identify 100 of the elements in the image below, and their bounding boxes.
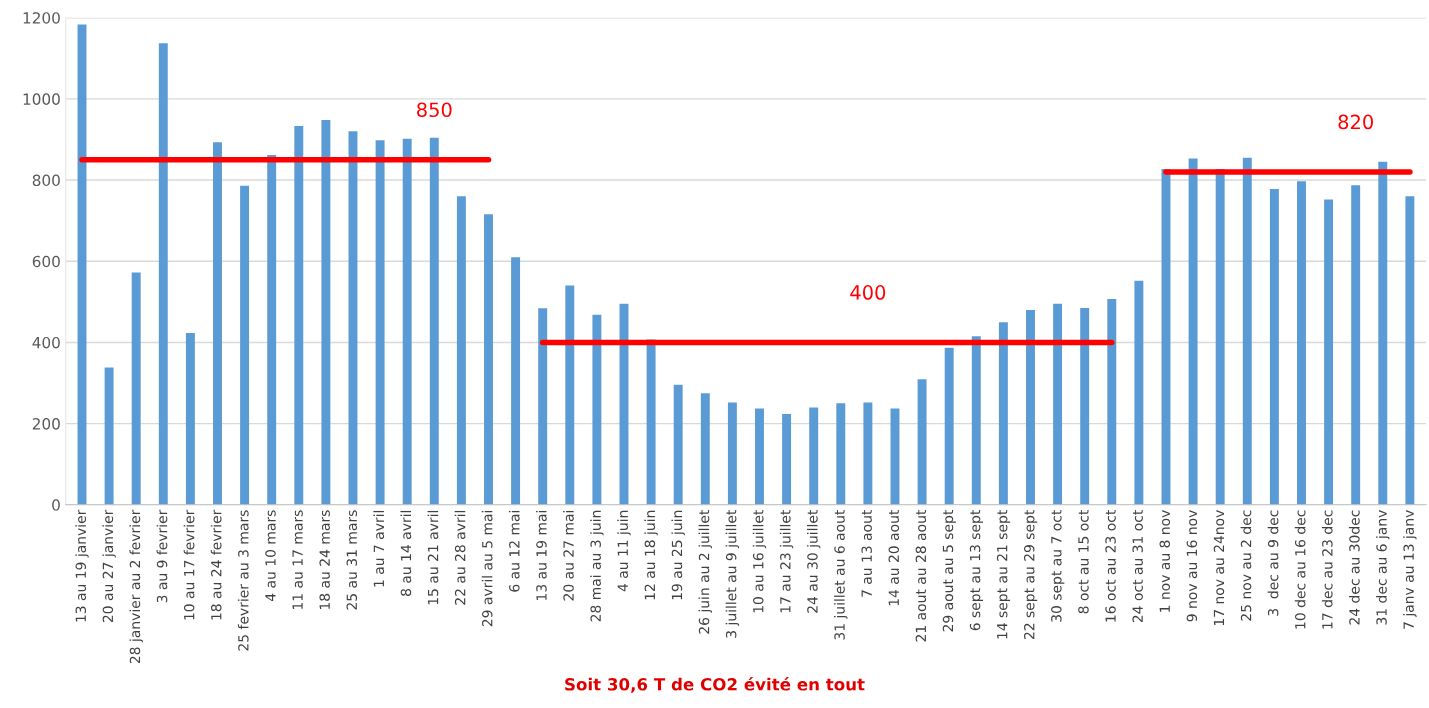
bar (727, 402, 737, 505)
x-tick-label: 25 nov au 2 dec (1240, 510, 1252, 621)
x-tick-label: 25 au 31 mars (346, 510, 358, 610)
y-tick-label: 0 (52, 499, 60, 511)
x-tick-label: 15 au 21 avril (427, 510, 439, 605)
x-tick-label: 22 au 28 avril (454, 510, 466, 605)
x-tick-label: 21 aout au 28 aout (915, 509, 927, 642)
text: Soit 30,6 T de CO2 évité en tout (565, 677, 865, 693)
bar (321, 119, 331, 505)
x-tick-label: 26 juin au 2 juillet (698, 509, 713, 634)
bar (809, 407, 819, 505)
x-tick-label: 14 au 20 aout (888, 510, 900, 606)
bar (375, 140, 385, 505)
x-tick-label: 7 au 13 aout (861, 510, 872, 597)
bar (592, 314, 602, 505)
y-tick-label: 200 (32, 418, 60, 430)
x-tick-label: 28 janvier au 2 fevrier (129, 509, 143, 664)
bar (1134, 280, 1144, 505)
y-tick-label: 1000 (23, 93, 60, 105)
x-tick-label: 22 sept au 29 sept (1024, 510, 1038, 640)
bar (565, 285, 575, 505)
x-tick-label: 17 au 23 juillet (779, 509, 794, 613)
bar (402, 138, 412, 505)
x-tick-label: 10 au 17 fevrier (183, 509, 195, 620)
x-tick-label: 25 fevrier au 3 mars (237, 510, 249, 651)
x-tick-label: 3 juillet au 9 juillet (725, 509, 740, 638)
x-tick-label: 28 mai au 3 juin (590, 510, 604, 622)
bar (456, 196, 466, 505)
x-tick-label: 20 au 27 mai (563, 510, 574, 601)
x-tick-label: 6 sept au 13 sept (969, 510, 984, 631)
bar (998, 322, 1008, 505)
bar (1188, 158, 1198, 505)
annotation: 820 (1338, 114, 1373, 130)
x-tick-label: 18 au 24 fevrier (210, 509, 222, 620)
bar (700, 393, 710, 505)
x-tick-label: 17 nov au 24nov (1213, 510, 1225, 626)
y-tick-label: 1200 (23, 12, 60, 24)
bar (944, 347, 954, 505)
x-tick-label: 6 au 12 mai (508, 510, 520, 592)
y-tick-label: 800 (32, 174, 60, 187)
bar (1026, 309, 1035, 505)
bar (213, 142, 222, 505)
x-tick-label: 3 au 9 fevrier (156, 509, 168, 603)
bar (1269, 189, 1279, 505)
bar (131, 272, 141, 505)
x-tick-label: 13 au 19 janvier (75, 509, 89, 622)
bar (484, 214, 493, 505)
x-tick-label: 24 dec au 30dec (1348, 510, 1360, 625)
y-tick-label: 400 (32, 336, 60, 349)
x-tick-label: 19 au 25 juin (671, 510, 685, 600)
x-tick-label: 29 avril au 5 mai (481, 510, 493, 627)
bar (1107, 299, 1117, 505)
annotation: 850 (417, 102, 452, 118)
x-tick-label: 9 nov au 16 nov (1186, 510, 1198, 622)
annotation: 400 (850, 285, 886, 300)
x-tick-label: 8 au 14 avril (400, 510, 412, 596)
x-tick-label: 4 au 10 mars (265, 510, 276, 602)
bar (863, 402, 873, 505)
x-tick-label: 4 au 11 juin (617, 510, 631, 592)
bar (836, 403, 846, 505)
bar (673, 384, 683, 505)
bar (267, 154, 277, 505)
x-tick-label: 14 sept au 21 sept (996, 510, 1011, 639)
bar (511, 257, 521, 505)
bar (1378, 161, 1388, 505)
x-tick-label: 1 nov au 8 nov (1159, 510, 1171, 612)
x-tick-label: 7 janv au 13 janv (1403, 510, 1417, 629)
x-tick-label: 31 dec au 6 janv (1376, 510, 1390, 625)
bar (782, 413, 792, 505)
bar (104, 367, 114, 505)
x-tick-label: 10 au 16 juillet (752, 509, 767, 613)
x-tick-label: 3 dec au 9 dec (1267, 510, 1279, 616)
x-tick-label: 12 au 18 juin (644, 510, 658, 600)
bar (1242, 157, 1252, 505)
bar (1053, 303, 1063, 505)
x-tick-label: 31 juillet au 6 aout (834, 509, 848, 640)
bar (1080, 307, 1090, 505)
x-tick-label: 20 au 27 janvier (102, 509, 116, 623)
x-tick-label: 8 oct au 15 oct (1078, 510, 1089, 614)
bar (294, 126, 304, 505)
bar (1324, 199, 1334, 505)
bar (158, 43, 168, 505)
x-tick-label: 1 au 7 avril (373, 510, 385, 587)
x-tick-label: 13 au 19 mai (535, 510, 547, 600)
bar (971, 336, 981, 505)
x-tick-label: 30 sept au 7 oct (1051, 510, 1065, 622)
x-tick-label: 24 au 30 juillet (806, 509, 821, 613)
bar (185, 333, 195, 505)
bar (1351, 185, 1361, 505)
bar (917, 379, 927, 505)
y-tick-label: 600 (32, 255, 60, 268)
bar (1405, 196, 1415, 505)
bar (538, 308, 548, 505)
bar (429, 137, 439, 505)
x-tick-label: 11 au 17 mars (292, 510, 303, 610)
x-tick-label: 16 oct au 23 oct (1105, 510, 1116, 622)
x-tick-label: 24 oct au 31 oct (1132, 510, 1143, 623)
x-tick-label: 18 au 24 mars (319, 510, 330, 610)
x-tick-label: 10 dec au 16 dec (1294, 510, 1306, 629)
x-tick-label: 17 dec au 23 dec (1321, 510, 1333, 629)
